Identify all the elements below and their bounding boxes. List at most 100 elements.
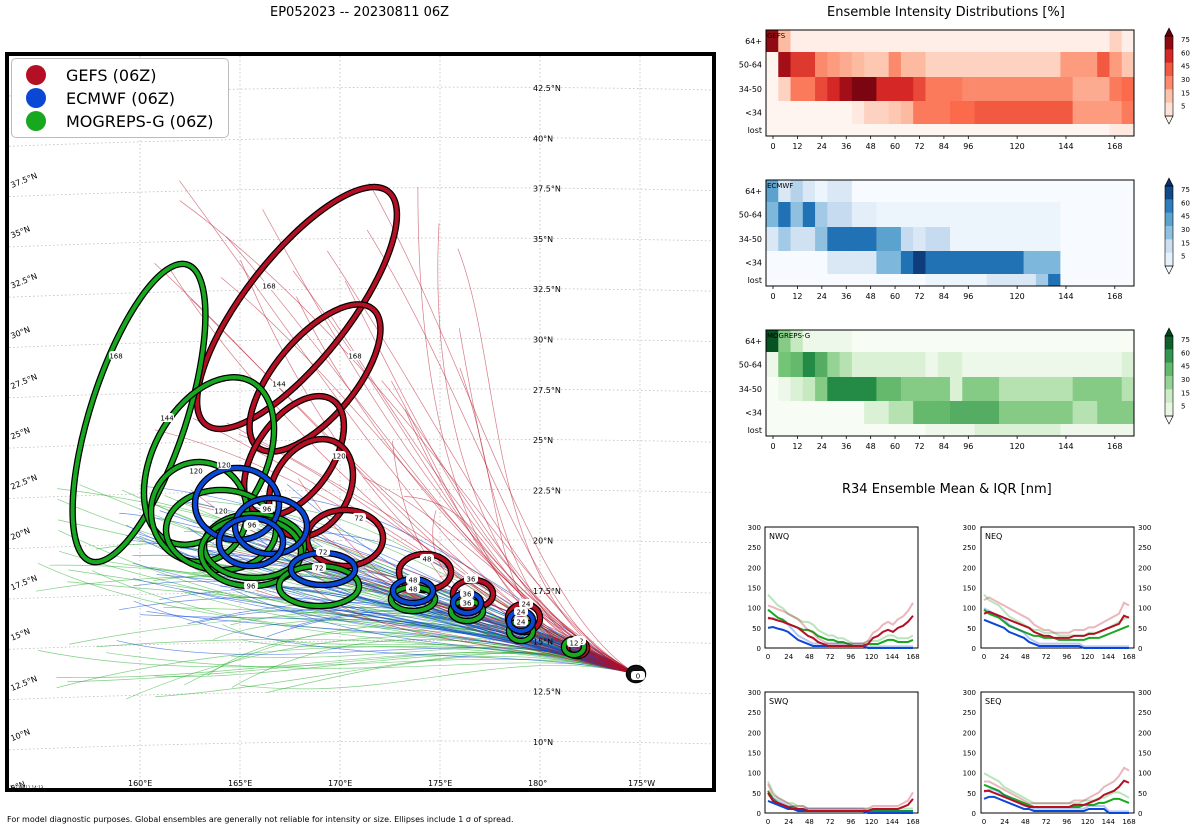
heatmap-cell: [778, 251, 791, 275]
heatmap-cell: [1011, 30, 1024, 53]
footnote: For model diagnostic purposes. Global en…: [7, 815, 514, 824]
colorbar-bottom-arrow: [1164, 415, 1174, 425]
heatmap-cell: [802, 124, 816, 137]
lon-label: 170°E: [328, 779, 352, 788]
heatmap-cell: [1048, 377, 1061, 402]
heatmap-cell: [888, 77, 902, 102]
lon-label: 180°: [528, 779, 547, 788]
heatmap-cell: [1109, 424, 1123, 437]
parallel: [9, 639, 712, 650]
heatmap-cell: [876, 274, 890, 287]
heatmap-cell: [937, 352, 951, 378]
heatmap-cell: [1121, 77, 1135, 102]
legend-dot-mogreps: [26, 111, 46, 131]
heatmap-cell: [766, 124, 779, 137]
heatmap-row-label: 50-64: [739, 211, 762, 220]
left-lat-label: 12.5°N: [9, 674, 38, 693]
ensemble-track: [38, 650, 637, 675]
r34-frame: [764, 691, 919, 814]
heatmap-frame: [765, 179, 1135, 287]
heatmap-cell: [815, 52, 828, 78]
r34-y-tick-label-right: 250: [1138, 709, 1151, 717]
heatmap-cell: [839, 202, 853, 228]
r34-x-tick-label: 48: [1021, 653, 1030, 661]
r34-x-tick-label: 168: [906, 653, 919, 661]
heatmap-cell: [778, 274, 791, 287]
heatmap-cell: [974, 251, 988, 275]
heatmap-cell: [1084, 330, 1098, 353]
heatmap-cell: [851, 424, 865, 437]
heatmap-cell: [937, 202, 951, 228]
forecast-hour-label: 120: [214, 506, 228, 516]
colorbar-step: [1165, 49, 1173, 64]
heatmap-cell: [1035, 30, 1049, 53]
intensity-heatmaps: 64+ 50-64 34-50 <34 lost GEFS 0 12 24 36 48 60 72 84 9…: [739, 27, 1190, 451]
r34-y-tick-label: 200: [748, 729, 761, 737]
heatmap-cell: [864, 77, 877, 102]
forecast-hour-label-bg: [567, 638, 581, 647]
colorbar-step: [1165, 402, 1173, 417]
heatmap-cell: [999, 124, 1012, 137]
r34-y-tick-label: 300: [748, 524, 761, 532]
heatmap-cell: [999, 227, 1012, 252]
heatmap-cell: [950, 101, 963, 125]
r34-x-tick-label: 0: [766, 653, 770, 661]
heatmap-cell: [962, 227, 975, 252]
heatmap-cell: [778, 424, 791, 437]
heatmap-tick-label: 84: [939, 292, 949, 301]
heatmap-cell: [900, 101, 914, 125]
heatmap-cell: [888, 227, 902, 252]
heatmap-tick-label: 60: [890, 442, 900, 451]
heatmap-tick-label: 144: [1058, 442, 1073, 451]
heatmap-cell: [802, 251, 816, 275]
heatmap-cell: [851, 180, 865, 203]
heatmap-cell: [827, 52, 840, 78]
heatmap-cell: [986, 180, 1000, 203]
heatmap-cell: [1109, 401, 1123, 425]
heatmap-cell: [1048, 352, 1061, 378]
heatmap-cell: [962, 180, 975, 203]
heatmap-cell: [888, 180, 902, 203]
heatmap-tick-label: 120: [1009, 142, 1024, 151]
heatmap-cell: [1121, 274, 1135, 287]
forecast-hour-label: 96: [244, 581, 258, 591]
heatmap-cell: [1048, 274, 1061, 287]
heatmap-cell: [962, 251, 975, 275]
ensemble-track: [296, 296, 637, 675]
forecast-hour-label-text: 168: [109, 353, 122, 361]
heatmap-cell: [974, 274, 988, 287]
heatmap-cell: [876, 101, 890, 125]
heatmap-cell: [766, 352, 779, 378]
heatmap-cell: [1060, 124, 1074, 137]
heatmap-cell: [1048, 52, 1061, 78]
colorbar-tick-label: 75: [1181, 36, 1190, 44]
heatmap-cell: [851, 352, 865, 378]
heatmap-cell: [1109, 77, 1123, 102]
heatmap-cell: [913, 77, 926, 102]
heatmap-cell: [876, 377, 890, 402]
forecast-hour-label-bg: [262, 281, 276, 290]
r34-y-tick-label: 0: [757, 810, 761, 818]
heatmap-tick-label: 12: [792, 442, 802, 451]
heatmap-cell: [900, 124, 914, 137]
heatmap-tick-label: 96: [963, 142, 973, 151]
heatmap-cell: [766, 251, 779, 275]
r34-x-tick-label: 24: [784, 818, 793, 826]
lat-label: 32.5°N: [533, 285, 561, 294]
heatmap-cell: [900, 251, 914, 275]
heatmap-cell: [1011, 251, 1024, 275]
lat-label: 17.5°N: [533, 587, 561, 596]
heatmap-tick-label: 72: [914, 292, 924, 301]
heatmap-cell: [1023, 251, 1037, 275]
heatmap-cell: [815, 101, 828, 125]
r34-y-tick-label: 100: [963, 605, 976, 613]
forecast-hour-label-text: 0: [636, 673, 640, 681]
r34-iqr-line-mogreps: [983, 772, 1130, 805]
heatmap-cell: [827, 401, 840, 425]
forecast-hour-label-text: 72: [355, 515, 364, 523]
heatmap-tick-label: 36: [841, 442, 851, 451]
heatmap-cell: [1023, 274, 1037, 287]
timestamp-stamp: 20230811 14:13: [10, 785, 44, 790]
colorbar-tick-label: 60: [1181, 49, 1190, 57]
